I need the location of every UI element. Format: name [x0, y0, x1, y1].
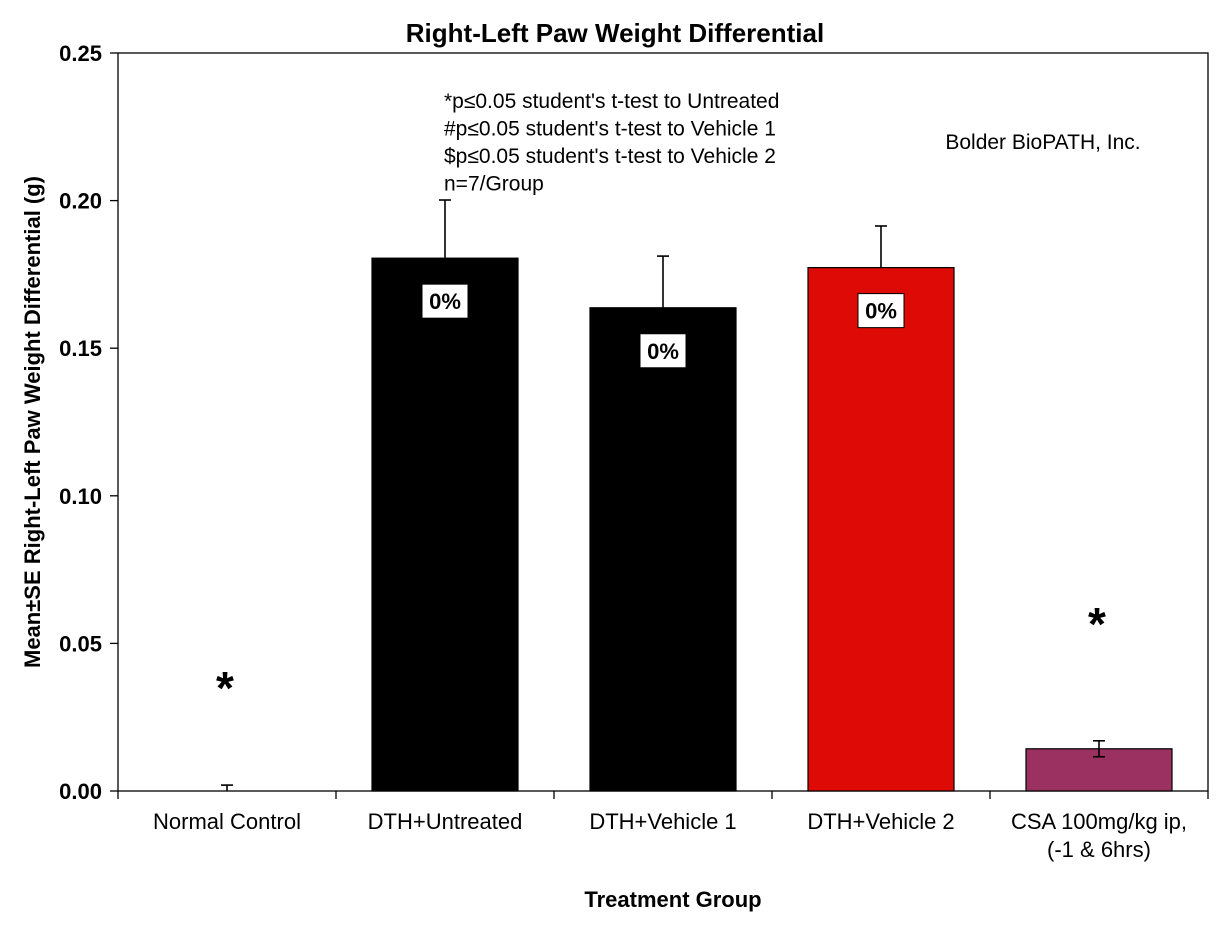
annotation-line: $p≤0.05 student's t-test to Vehicle 2 [444, 145, 776, 168]
data-label-box [639, 333, 687, 369]
significance-marker: * [1088, 598, 1106, 650]
bar [589, 307, 737, 792]
y-tick-label: 0.15 [59, 336, 102, 361]
x-tick-label: Normal Control [153, 809, 301, 834]
y-axis-title: Mean±SE Right-Left Paw Weight Differenti… [20, 176, 45, 668]
data-label: 0% [647, 339, 679, 364]
annotation-line: *p≤0.05 student's t-test to Untreated [444, 90, 779, 113]
significance-marker: * [216, 662, 234, 714]
data-label: 0% [865, 299, 897, 324]
y-tick-label: 0.05 [59, 631, 102, 656]
x-tick-label: (-1 & 6hrs) [1047, 837, 1151, 862]
plot-area: 0.00 0.05 0.10 0.15 0.20 0.25 * Normal Control 0… [59, 41, 1209, 862]
x-tick-label: DTH+Vehicle 1 [589, 809, 736, 834]
x-axis-title: Treatment Group [584, 887, 761, 912]
x-tick-label: DTH+Untreated [368, 809, 523, 834]
x-tick-label: DTH+Vehicle 2 [807, 809, 954, 834]
data-label-box [421, 283, 469, 319]
annotation-line: #p≤0.05 student's t-test to Vehicle 1 [444, 118, 776, 141]
data-label-box [857, 293, 905, 329]
x-tick-label: CSA 100mg/kg ip, [1011, 809, 1187, 834]
data-label: 0% [429, 289, 461, 314]
bar [371, 257, 519, 792]
y-tick-label: 0.10 [59, 484, 102, 509]
chart-title: Right-Left Paw Weight Differential [406, 18, 824, 48]
annotation-line: n=7/Group [444, 173, 544, 196]
annotation-block: *p≤0.05 student's t-test to Untreated #p≤… [444, 90, 779, 196]
bar [807, 267, 955, 792]
y-tick-label: 0.20 [59, 189, 102, 214]
company-label: Bolder BioPATH, Inc. [945, 131, 1140, 154]
y-tick-label: 0.00 [59, 779, 102, 804]
y-tick-label: 0.25 [59, 41, 102, 66]
